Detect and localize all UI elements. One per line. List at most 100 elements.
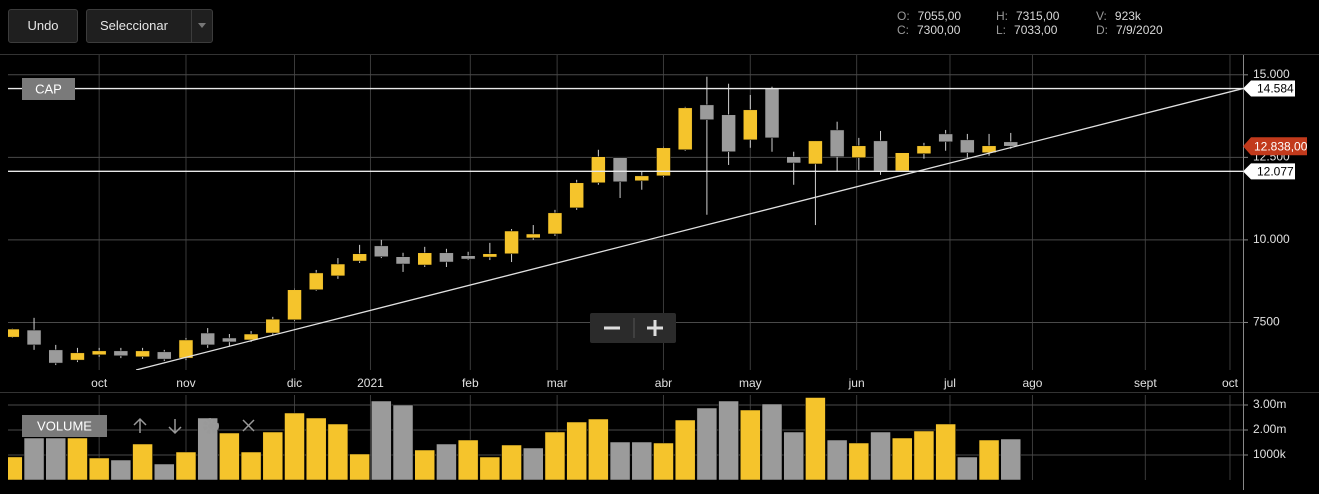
- candle-body: [178, 339, 194, 359]
- volume-bar: [436, 443, 457, 480]
- candle-body: [526, 233, 541, 239]
- candle-body: [243, 333, 259, 341]
- last-price-label: 12.838,00: [1254, 139, 1308, 153]
- volume-bar: [45, 437, 67, 480]
- x-tick-label: jul: [943, 376, 956, 390]
- candle-body: [808, 140, 823, 165]
- volume-bar: [740, 409, 761, 480]
- volume-bar: [566, 421, 587, 480]
- candle-body: [287, 289, 302, 321]
- ohlc-field: L: 7033,00: [996, 24, 1057, 37]
- zoom-control: [590, 313, 676, 343]
- select-dropdown[interactable]: Seleccionar: [86, 9, 213, 43]
- volume-bar: [414, 449, 435, 480]
- candle-body: [873, 140, 888, 172]
- volume-bar: [327, 423, 349, 480]
- candle-body: [591, 156, 606, 184]
- volume-bar: [240, 451, 262, 480]
- dropdown-toggle[interactable]: [191, 10, 212, 42]
- ohlc-key: L:: [996, 23, 1007, 37]
- candle-body: [113, 350, 129, 357]
- ohlc-value: 7033,00: [1014, 23, 1058, 37]
- volume-bar: [935, 423, 956, 480]
- candle-body: [569, 182, 584, 209]
- candle-body: [395, 256, 411, 265]
- volume-bar: [110, 459, 132, 480]
- undo-button[interactable]: Undo: [8, 9, 78, 43]
- candle-body: [352, 253, 367, 262]
- close-icon: [242, 419, 255, 432]
- dropdown-arrow: [198, 23, 206, 28]
- last-price-tag: [1243, 137, 1307, 156]
- volume-bar: [371, 400, 392, 480]
- y-tick-label: 2.00m: [1253, 422, 1286, 436]
- volume-bar: [609, 441, 631, 480]
- volume-bar: [305, 417, 327, 480]
- settings-icon: [203, 418, 219, 434]
- candle-body: [721, 114, 736, 152]
- volume-bar: [479, 456, 501, 480]
- price-tag: [1243, 80, 1295, 97]
- trendline: [135, 87, 1243, 370]
- x-tick-label: oct: [91, 376, 108, 390]
- candle-body: [960, 139, 975, 153]
- price-tag-label: 14.584: [1257, 82, 1294, 96]
- candle-body: [460, 255, 476, 260]
- zoom-in[interactable]: [636, 316, 674, 340]
- candle-body: [743, 109, 758, 141]
- volume-bar: [544, 431, 566, 480]
- ohlc-field: H: 7315,00: [996, 10, 1059, 23]
- candle-body: [677, 107, 693, 151]
- volume-bar: [219, 432, 240, 480]
- x-tick-label: jun: [848, 376, 865, 390]
- volume-bar: [826, 439, 848, 480]
- volume-bar: [88, 457, 110, 480]
- candle-body: [439, 252, 454, 263]
- candle-body: [547, 212, 563, 235]
- volume-bar: [783, 431, 804, 480]
- ohlc-key: O:: [897, 9, 910, 23]
- ohlc-key: C:: [897, 23, 909, 37]
- volume-bar: [154, 463, 175, 480]
- volume-bar: [913, 430, 935, 480]
- volume-bar: [870, 431, 891, 480]
- candle-body: [482, 253, 498, 258]
- ohlc-value: 7315,00: [1016, 9, 1060, 23]
- select-label: Seleccionar: [100, 18, 168, 33]
- volume-bar: [957, 456, 978, 480]
- zoom-out[interactable]: [594, 316, 632, 340]
- ohlc-value: 7/9/2020: [1116, 23, 1163, 37]
- candle-body: [764, 88, 780, 139]
- candle-body: [829, 129, 845, 157]
- x-tick-label: abr: [655, 376, 672, 390]
- candle-body: [981, 145, 997, 153]
- ohlc-field: C: 7300,00: [897, 24, 960, 37]
- price-tag-label: 12.077: [1257, 164, 1294, 178]
- ohlc-key: H:: [996, 9, 1008, 23]
- candle-body: [612, 157, 628, 183]
- ohlc-field: V: 923k: [1096, 10, 1141, 23]
- volume-bar: [674, 419, 696, 480]
- x-tick-label: sept: [1134, 376, 1157, 390]
- y-tick-label: 1000k: [1253, 447, 1287, 461]
- candle-body: [222, 337, 237, 343]
- x-tick-label: feb: [462, 376, 479, 390]
- candle-body: [8, 328, 20, 338]
- candle-body: [374, 245, 389, 257]
- x-tick-label: nov: [176, 376, 195, 390]
- candle-body: [70, 352, 85, 361]
- plot-area: [8, 55, 1243, 370]
- candle-body: [91, 350, 107, 356]
- volume-bar: [8, 456, 23, 480]
- move-up-icon: [133, 417, 147, 433]
- volume-bar: [349, 453, 370, 480]
- volume-bar: [588, 418, 609, 480]
- panel-label-box: [22, 415, 107, 437]
- x-tick-label: dic: [287, 376, 302, 390]
- volume-bar: [653, 442, 674, 480]
- candle-body: [851, 145, 867, 158]
- candle-body: [1003, 141, 1019, 147]
- panel-label-box: [22, 78, 75, 100]
- price-tag: [1243, 163, 1295, 180]
